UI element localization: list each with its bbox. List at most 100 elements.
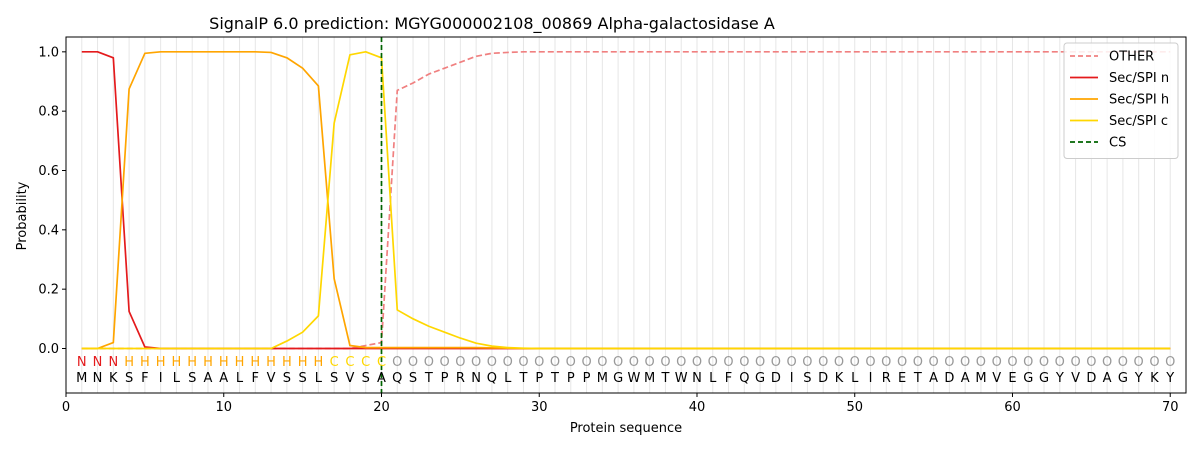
region-label: O — [850, 355, 860, 370]
residue-label: M — [597, 371, 608, 386]
region-label: H — [140, 355, 150, 370]
legend: OTHER Sec/SPI n Sec/SPI h Sec/SPI c CS — [1063, 42, 1179, 159]
x-tick-label: 70 — [1162, 400, 1179, 415]
y-tick-label: 0.6 — [38, 164, 59, 179]
residue-label: Y — [1165, 371, 1174, 386]
region-label: O — [818, 355, 828, 370]
region-label: O — [739, 355, 749, 370]
region-label: O — [787, 355, 797, 370]
residue-label: W — [627, 371, 640, 386]
region-label: C — [330, 355, 339, 370]
region-label: O — [708, 355, 718, 370]
residue-label: S — [362, 371, 370, 386]
region-label: C — [345, 355, 354, 370]
region-label: O — [1039, 355, 1049, 370]
x-axis-label: Protein sequence — [570, 421, 682, 436]
region-label: O — [834, 355, 844, 370]
residue-label: S — [283, 371, 291, 386]
residue-label: E — [1008, 371, 1016, 386]
region-label: O — [771, 355, 781, 370]
region-label: H — [172, 355, 182, 370]
residue-label: T — [424, 371, 433, 386]
residue-label: K — [835, 371, 844, 386]
region-label: O — [1055, 355, 1065, 370]
residue-label: G — [755, 371, 765, 386]
residue-label: G — [613, 371, 623, 386]
region-label: O — [534, 355, 544, 370]
residue-label: I — [869, 371, 873, 386]
region-label: N — [108, 355, 118, 370]
chart-title: SignalP 6.0 prediction: MGYG000002108_00… — [209, 14, 775, 34]
x-tick-label: 50 — [846, 400, 863, 415]
region-label: H — [203, 355, 213, 370]
region-label: H — [235, 355, 245, 370]
region-label: O — [597, 355, 607, 370]
region-label: N — [77, 355, 87, 370]
legend-entry-label: OTHER — [1109, 50, 1154, 65]
region-label: O — [1165, 355, 1175, 370]
region-label: O — [424, 355, 434, 370]
residue-label: A — [219, 371, 228, 386]
region-label: O — [408, 355, 418, 370]
region-label: O — [928, 355, 938, 370]
plot-frame — [65, 36, 1187, 394]
residue-label: D — [818, 371, 828, 386]
residue-label: K — [1150, 371, 1159, 386]
region-label: O — [960, 355, 970, 370]
residue-label: D — [771, 371, 781, 386]
region-label: O — [660, 355, 670, 370]
residue-label: W — [675, 371, 688, 386]
region-label: O — [1149, 355, 1159, 370]
residue-label: S — [803, 371, 811, 386]
residue-label: T — [550, 371, 559, 386]
residue-label: L — [709, 371, 717, 386]
region-label: O — [1086, 355, 1096, 370]
region-label: O — [439, 355, 449, 370]
legend-box — [1063, 42, 1179, 159]
residue-label: F — [141, 371, 148, 386]
residue-label: A — [204, 371, 213, 386]
region-label: O — [723, 355, 733, 370]
region-label: O — [503, 355, 513, 370]
series-line-sec-spi-n — [81, 50, 1171, 350]
residue-label: G — [1023, 371, 1033, 386]
residue-label: S — [298, 371, 306, 386]
series-line-sec-spi-c — [81, 50, 1171, 350]
residue-label: M — [76, 371, 87, 386]
residue-label: M — [644, 371, 655, 386]
region-label: H — [266, 355, 276, 370]
y-axis-label: Probability — [15, 181, 30, 250]
residue-label: Y — [1134, 371, 1143, 386]
region-label: O — [392, 355, 402, 370]
region-label: O — [566, 355, 576, 370]
region-label: H — [124, 355, 134, 370]
residue-label: I — [159, 371, 163, 386]
residue-label: A — [377, 371, 386, 386]
residue-label: P — [583, 371, 591, 386]
residue-label: Q — [487, 371, 497, 386]
region-label: O — [1070, 355, 1080, 370]
region-label: O — [676, 355, 686, 370]
residue-label: A — [961, 371, 970, 386]
y-axis-ticks: 0.0 0.2 0.4 0.6 0.8 1.0 — [38, 45, 66, 357]
residue-label: D — [1086, 371, 1096, 386]
residue-label: A — [929, 371, 938, 386]
residue-label: F — [725, 371, 732, 386]
residue-label: Y — [1055, 371, 1064, 386]
residue-label: N — [471, 371, 481, 386]
x-tick-label: 40 — [689, 400, 706, 415]
residue-label: G — [1039, 371, 1049, 386]
legend-entry-label: CS — [1109, 136, 1126, 151]
residue-label: P — [441, 371, 449, 386]
region-label: O — [455, 355, 465, 370]
residue-label: G — [1118, 371, 1128, 386]
region-label: O — [1102, 355, 1112, 370]
residue-label: T — [913, 371, 922, 386]
region-label: O — [471, 355, 481, 370]
residue-label: F — [252, 371, 259, 386]
legend-entry-label: Sec/SPI n — [1109, 71, 1169, 86]
residue-label: L — [504, 371, 512, 386]
region-label: H — [219, 355, 229, 370]
region-label: O — [802, 355, 812, 370]
residue-label: R — [456, 371, 465, 386]
